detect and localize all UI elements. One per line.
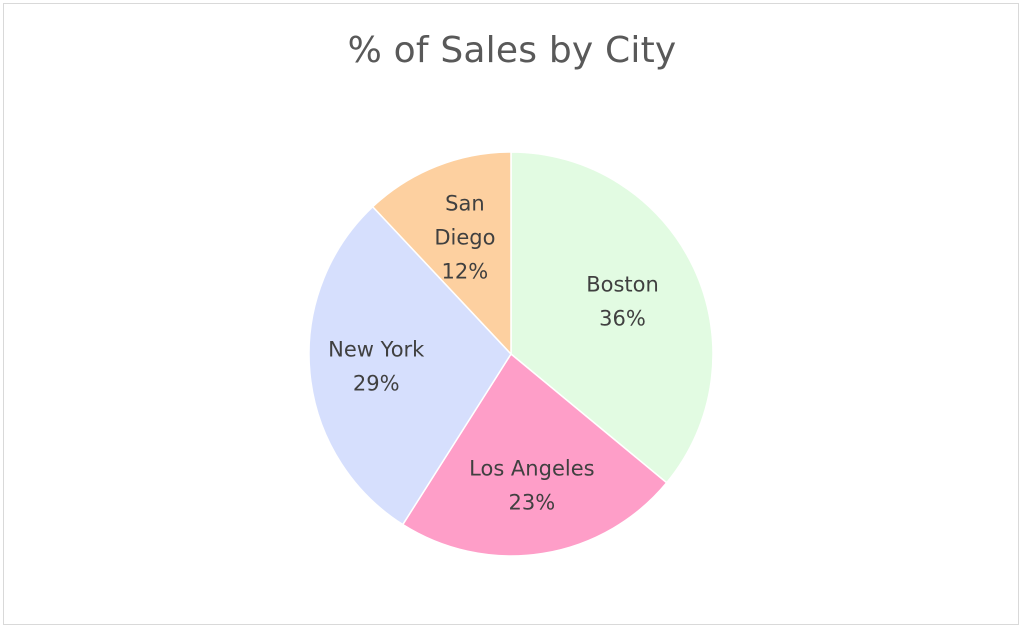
data-label-new-york: New York 29% (328, 338, 425, 396)
pie-slice-los-angeles (401, 352, 668, 557)
pie-slice-new-york (308, 205, 512, 526)
pie-slice-boston (510, 151, 714, 484)
pie-labels: Boston 36% Los Angeles 23% New York 29%San Die… (328, 192, 659, 515)
data-label-boston: Boston 36% (586, 273, 659, 331)
data-label-san-diego: San Diego 12% (434, 192, 495, 284)
chart-title: % of Sales by City (347, 30, 677, 71)
data-label-los-angeles: Los Angeles 23% (469, 457, 594, 515)
pie-slice-san-diego (371, 151, 512, 356)
pie-slices (308, 151, 714, 557)
